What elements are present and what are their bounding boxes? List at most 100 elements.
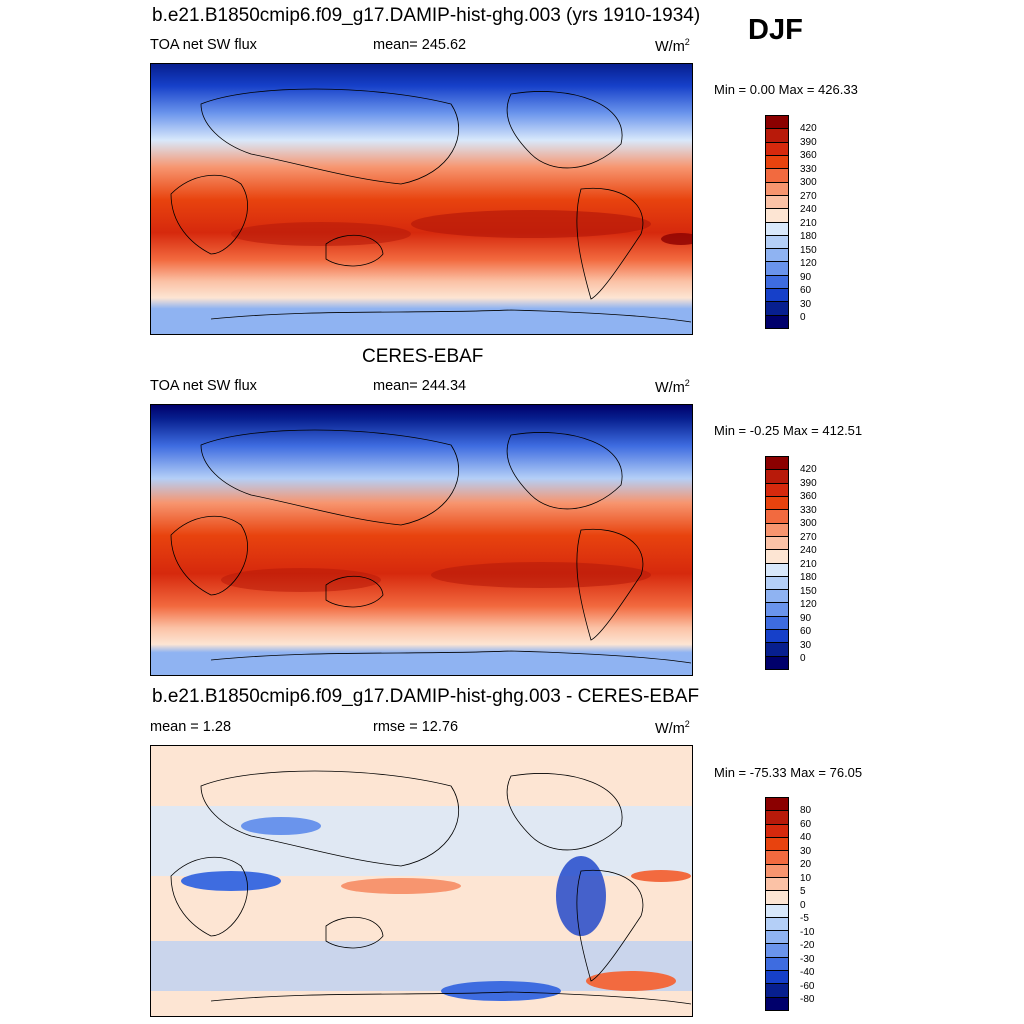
panel2-colorbar-swatch (766, 590, 788, 604)
panel1-title: b.e21.B1850cmip6.f09_g17.DAMIP-hist-ghg.… (152, 5, 701, 26)
panel1-colorbar-swatch (766, 129, 788, 143)
panel3-colorbar-tick-label: 5 (800, 886, 806, 897)
panel2-observation-map (150, 404, 693, 676)
panel3-map-graphic (151, 746, 692, 1016)
panel3-rmse-label: rmse = 12.76 (373, 719, 459, 735)
panel2-colorbar-swatch (766, 616, 788, 631)
panel1-colorbar-tick-label: 90 (800, 271, 812, 283)
panel3-colorbar-tick-label: -20 (800, 940, 815, 951)
panel1-colorbar-swatch (766, 262, 788, 276)
panel2-colorbar-swatch (766, 457, 788, 471)
panel2-title: CERES-EBAF (362, 346, 484, 367)
panel1-colorbar-tick-label: 60 (800, 285, 812, 296)
panel3-colorbar-swatch (766, 984, 788, 998)
panel2-variable-label: TOA net SW flux (150, 378, 257, 394)
panel2-colorbar-swatch (766, 470, 788, 484)
panel3-colorbar-swatch (766, 824, 788, 838)
panel2-colorbar-tick-label: 300 (800, 518, 817, 529)
panel1-colorbar-swatch (766, 155, 788, 170)
panel3-colorbar-tick-label: 30 (800, 845, 812, 857)
panel1-colorbar (765, 115, 789, 329)
panel2-units: W/m2 (655, 378, 690, 396)
panel2-colorbar-tick-label: 30 (800, 639, 812, 651)
panel1-colorbar-swatch (766, 116, 788, 130)
panel1-colorbar-swatch (766, 302, 788, 316)
panel2-colorbar-tick-label: 60 (800, 626, 812, 637)
panel2-mean-label: mean= 244.34 (373, 378, 467, 394)
panel3-colorbar-swatch (766, 931, 788, 945)
panel1-colorbar-tick-label: 390 (800, 136, 817, 148)
panel2-map-graphic (151, 405, 692, 675)
panel3-colorbar-swatch (766, 971, 788, 985)
panel1-variable-label: TOA net SW flux (150, 37, 257, 53)
panel3-colorbar-tick-label: 10 (800, 872, 812, 884)
panel3-colorbar-tick-label: -40 (800, 967, 815, 978)
panel3-colorbar-swatch (766, 917, 788, 932)
panel3-colorbar-tick-label: 20 (800, 859, 812, 870)
panel1-colorbar-labels: 420 390 360 330 300 270 240 210 180 150 120 90 60 30 0 (800, 122, 817, 325)
panel2-colorbar-swatch (766, 603, 788, 617)
panel3-colorbar-tick-label: -60 (800, 980, 815, 992)
season-label: DJF (748, 14, 803, 46)
panel2-colorbar-tick-label: 240 (800, 545, 817, 556)
panel2-colorbar-tick-label: 90 (800, 612, 812, 624)
panel1-colorbar-swatch (766, 195, 788, 210)
panel3-colorbar-swatch (766, 798, 788, 812)
panel1-colorbar-swatch (766, 289, 788, 303)
panel3-colorbar-swatch (766, 851, 788, 865)
panel1-colorbar-swatch (766, 142, 788, 156)
panel2-colorbar-swatch (766, 576, 788, 591)
panel3-colorbar-swatch (766, 877, 788, 892)
panel3-colorbar-tick-label: 40 (800, 832, 812, 843)
panel1-colorbar-tick-label: 30 (800, 298, 812, 310)
panel2-colorbar (765, 456, 789, 670)
panel1-colorbar-swatch (766, 182, 788, 196)
panel1-minmax: Min = 0.00 Max = 426.33 (714, 82, 858, 97)
panel3-colorbar-tick-label: 80 (800, 805, 812, 816)
panel2-colorbar-tick-label: 0 (800, 653, 806, 664)
panel3-colorbar-swatch (766, 811, 788, 825)
panel1-colorbar-tick-label: 0 (800, 312, 806, 323)
panel3-colorbar-swatch (766, 997, 788, 1010)
panel3-minmax: Min = -75.33 Max = 76.05 (714, 765, 863, 780)
panel2-colorbar-labels: 420 390 360 330 300 270 240 210 180 150 120 90 60 30 0 (800, 463, 817, 666)
panel2-colorbar-swatch (766, 630, 788, 644)
panel3-colorbar-labels: 80 60 40 30 20 10 5 0 -5 -10 -20 -30 -40 -60 -80 (800, 804, 814, 1007)
panel1-colorbar-tick-label: 300 (800, 177, 817, 188)
panel3-colorbar-swatch (766, 944, 788, 958)
panel1-units: W/m2 (655, 37, 690, 55)
panel2-colorbar-tick-label: 330 (800, 504, 817, 516)
panel3-difference-map (150, 745, 693, 1017)
panel3-colorbar-swatch (766, 864, 788, 878)
panel2-colorbar-swatch (766, 523, 788, 537)
panel1-colorbar-tick-label: 420 (800, 123, 817, 134)
panel1-colorbar-swatch (766, 249, 788, 263)
panel3-colorbar-tick-label: 0 (800, 899, 806, 911)
panel2-colorbar-swatch (766, 496, 788, 511)
panel1-colorbar-tick-label: 270 (800, 190, 817, 202)
panel2-colorbar-tick-label: 270 (800, 531, 817, 543)
panel3-title: b.e21.B1850cmip6.f09_g17.DAMIP-hist-ghg.… (152, 686, 700, 707)
panel2-colorbar-swatch (766, 510, 788, 524)
panel2-colorbar-tick-label: 210 (800, 558, 817, 570)
panel3-colorbar-swatch (766, 904, 788, 918)
panel1-colorbar-tick-label: 150 (800, 244, 817, 256)
panel2-colorbar-swatch (766, 643, 788, 657)
panel2-colorbar-swatch (766, 536, 788, 551)
panel1-map-graphic (151, 64, 692, 334)
panel2-colorbar-swatch (766, 483, 788, 497)
panel2-colorbar-tick-label: 120 (800, 599, 817, 610)
panel3-colorbar (765, 797, 789, 1011)
panel1-colorbar-swatch (766, 222, 788, 236)
panel3-colorbar-tick-label: -5 (800, 913, 809, 924)
panel2-colorbar-tick-label: 420 (800, 464, 817, 475)
panel1-colorbar-swatch (766, 169, 788, 183)
panel1-colorbar-tick-label: 330 (800, 163, 817, 175)
panel2-colorbar-swatch (766, 656, 788, 669)
panel2-colorbar-tick-label: 180 (800, 572, 817, 583)
panel1-colorbar-tick-label: 210 (800, 217, 817, 229)
panel1-colorbar-swatch (766, 209, 788, 223)
panel2-colorbar-tick-label: 360 (800, 491, 817, 502)
panel1-colorbar-tick-label: 120 (800, 258, 817, 269)
panel3-colorbar-swatch (766, 891, 788, 905)
